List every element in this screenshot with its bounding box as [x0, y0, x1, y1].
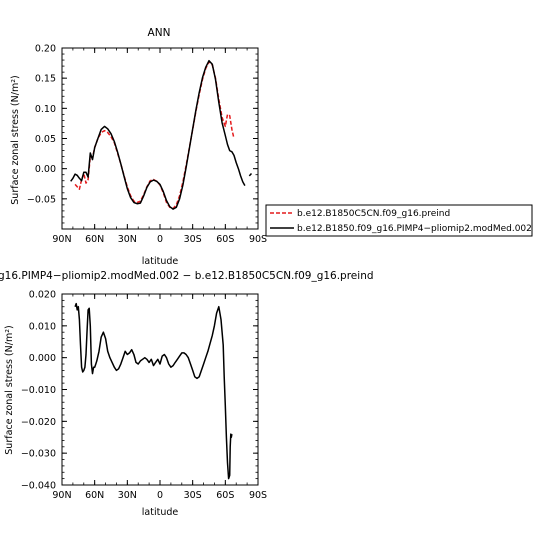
top-x-tick-label: 0 — [157, 234, 163, 245]
top-x-tick-label: 30N — [118, 234, 137, 245]
top-y-tick-label: 0.05 — [35, 134, 56, 145]
legend-label-pliomip: b.e12.B1850.f09_g16.PIMP4−pliomip2.modMe… — [297, 224, 532, 234]
bottom-x-tick-label: 90S — [249, 490, 267, 501]
legend-label-preind: b.e12.B1850C5CN.f09_g16.preind — [297, 209, 450, 219]
top-x-tick-label: 30S — [184, 234, 202, 245]
top-x-tick-label: 90S — [249, 234, 267, 245]
top-extra-segment-0 — [248, 172, 253, 177]
top-y-tick-label: 0.15 — [35, 74, 56, 85]
bottom-axis-ticks: 90N 60N 30N 0 30S 60S 90S −0.040 −0.030 −0.020 −0.… — [21, 290, 267, 502]
bottom-series-group — [74, 302, 233, 480]
top-y-tick-label: −0.05 — [27, 194, 56, 205]
bottom-y-axis-label: Surface zonal stress (N/m²) — [4, 325, 15, 454]
top-plot-frame — [61, 47, 259, 230]
bottom-y-tick-label: −0.010 — [21, 385, 56, 396]
top-series-group — [70, 59, 253, 210]
bottom-y-tick-label: 0.000 — [29, 353, 56, 364]
top-x-tick-label: 60N — [85, 234, 104, 245]
bottom-chart-title: g16.PIMP4−pliomip2.modMed.002 − b.e12.B1… — [0, 270, 374, 282]
bottom-y-tick-label: 0.010 — [29, 321, 56, 332]
legend: b.e12.B1850C5CN.f09_g16.preind b.e12.B18… — [265, 204, 533, 237]
top-x-tick-label: 60S — [216, 234, 234, 245]
bottom-x-tick-label: 60N — [85, 490, 104, 501]
top-panel: ANN 90N 60N 30N 0 30S 60S 90S −0.05 0.00 0.05 0.10… — [10, 27, 267, 267]
bottom-x-tick-label: 30N — [118, 490, 137, 501]
top-y-axis-label: Surface zonal stress (N/m²) — [10, 75, 21, 204]
bottom-panel: g16.PIMP4−pliomip2.modMed.002 − b.e12.B1… — [0, 270, 374, 518]
bottom-x-axis-label: latitude — [142, 507, 179, 518]
bottom-y-tick-label: −0.020 — [21, 417, 56, 428]
bottom-x-tick-label: 60S — [216, 490, 234, 501]
bottom-y-tick-label: −0.030 — [21, 449, 56, 460]
bottom-x-tick-label: 30S — [184, 490, 202, 501]
bottom-series-line-0 — [74, 302, 233, 480]
top-series-line-1 — [70, 59, 246, 210]
top-chart-title: ANN — [148, 27, 171, 39]
top-x-tick-label: 90N — [52, 234, 71, 245]
bottom-x-tick-label: 0 — [157, 490, 163, 501]
bottom-y-tick-label: −0.040 — [21, 481, 56, 492]
legend-box — [265, 204, 533, 237]
top-y-tick-label: 0.20 — [35, 44, 56, 55]
bottom-x-tick-label: 90N — [52, 490, 71, 501]
bottom-y-tick-label: 0.020 — [29, 290, 56, 301]
top-y-tick-label: 0.10 — [35, 104, 56, 115]
top-axis-ticks: 90N 60N 30N 0 30S 60S 90S −0.05 0.00 0.05 0.10 0.15… — [27, 44, 267, 246]
top-x-axis-label: latitude — [142, 256, 179, 267]
top-y-tick-label: 0.00 — [35, 164, 56, 175]
bottom-plot-frame — [61, 293, 259, 486]
